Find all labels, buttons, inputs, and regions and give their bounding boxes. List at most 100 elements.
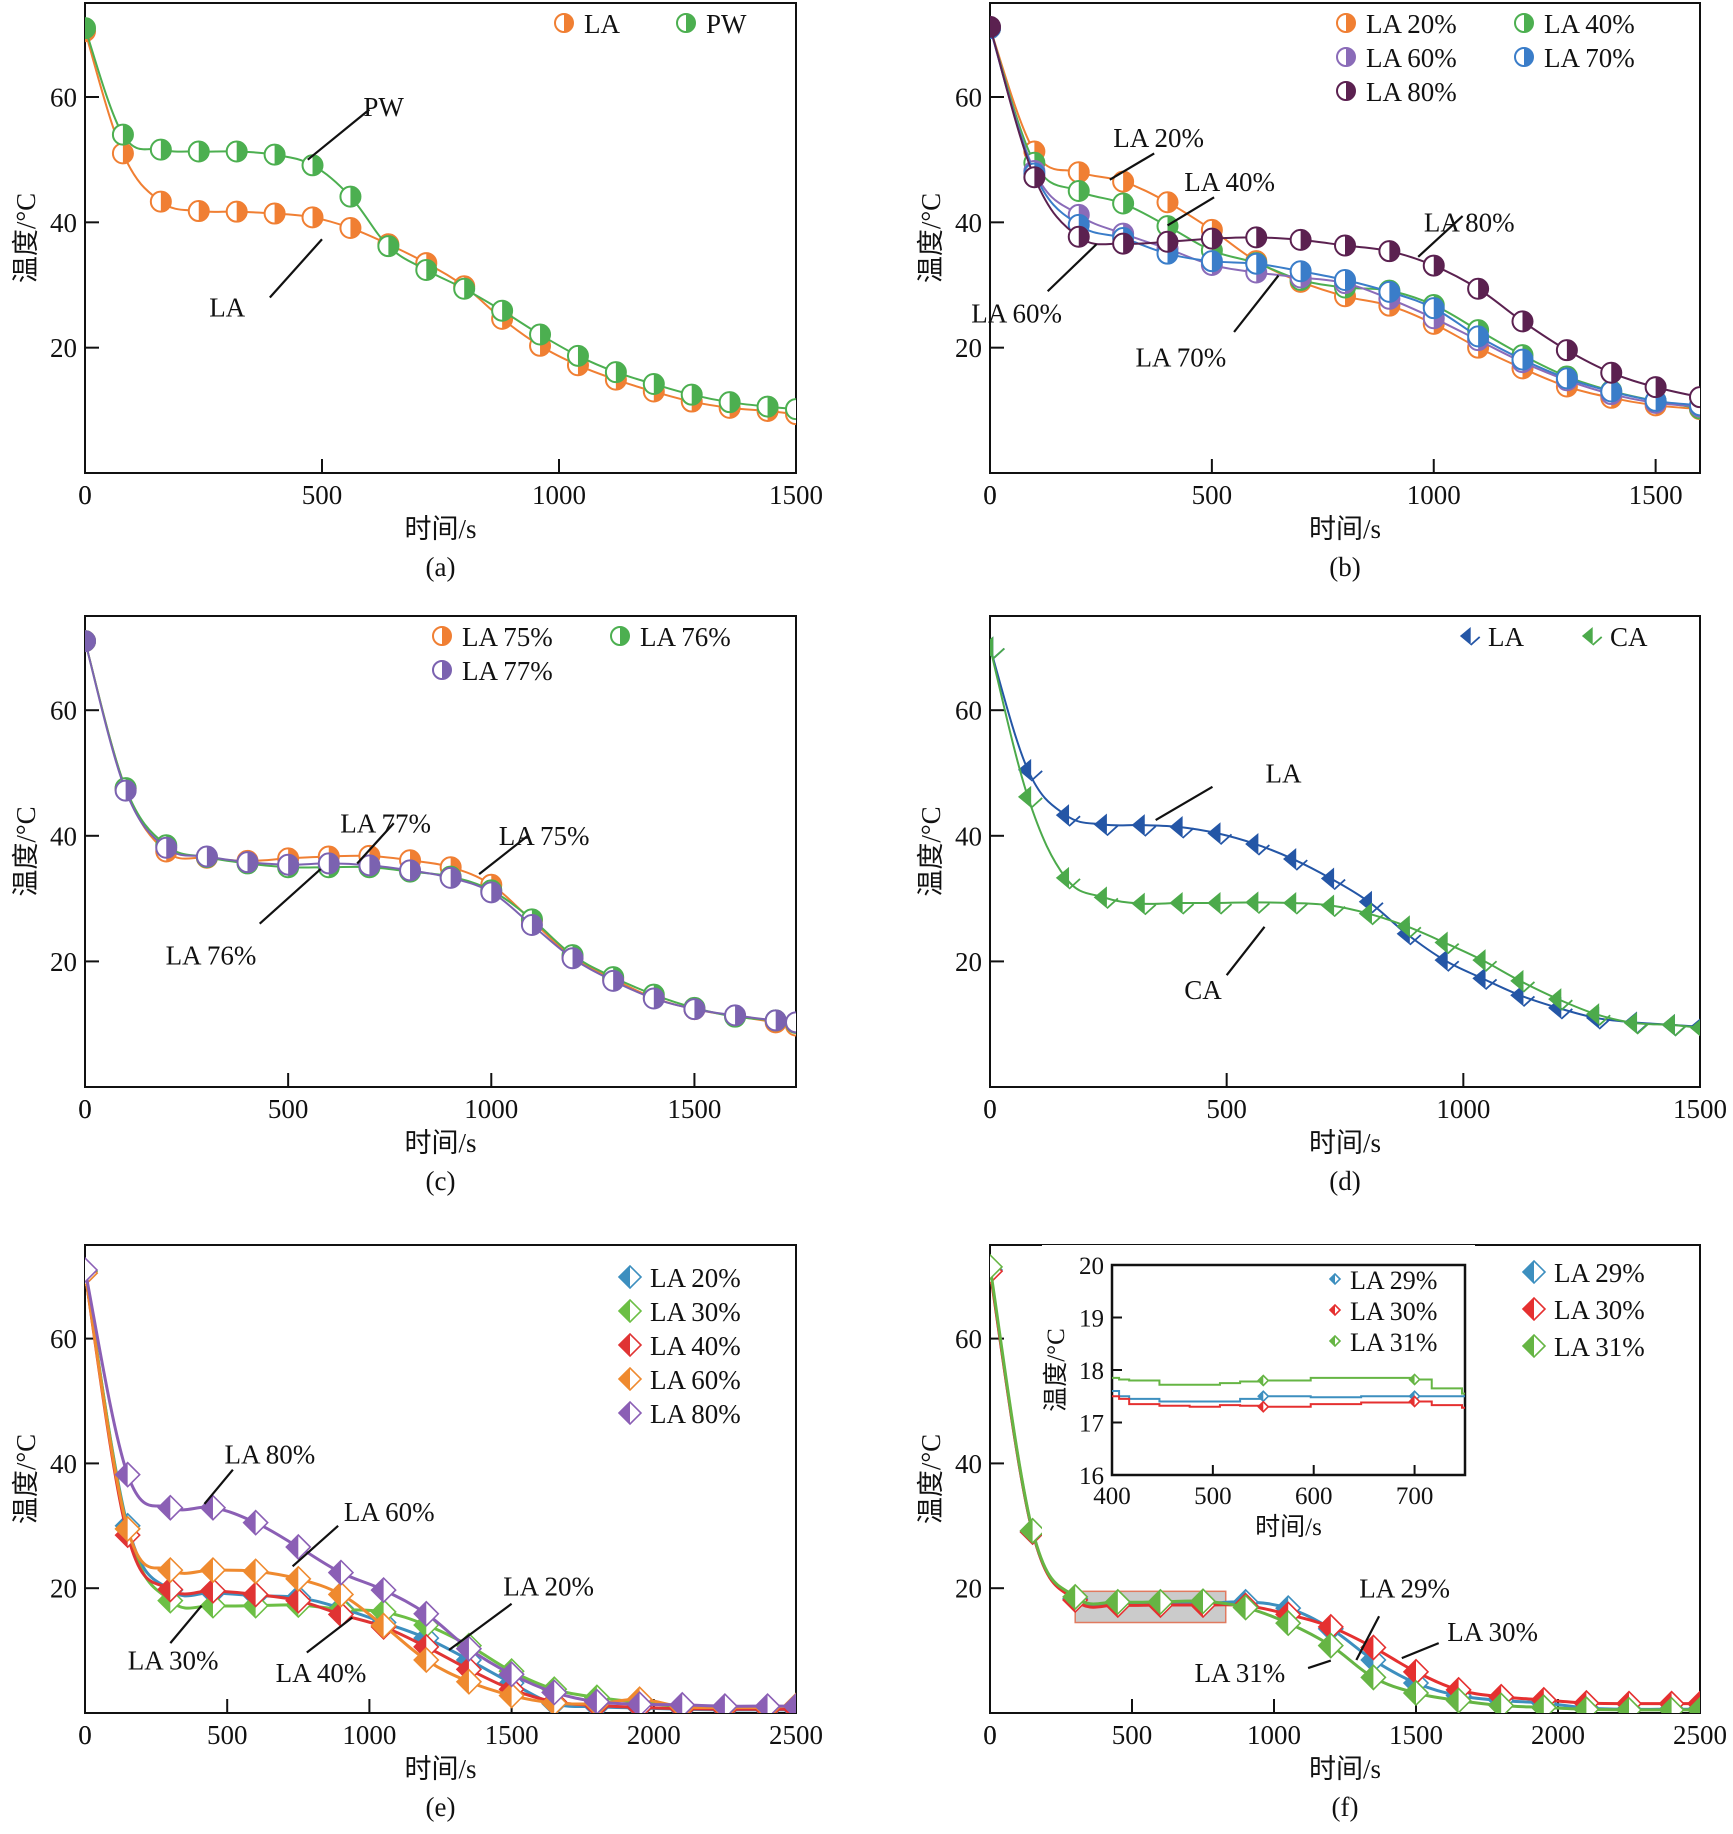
data-point bbox=[149, 190, 172, 213]
data-point bbox=[1600, 361, 1623, 384]
x-tick-label: 500 bbox=[268, 1094, 309, 1124]
marker-triangle bbox=[1661, 1013, 1675, 1036]
data-point bbox=[236, 851, 259, 874]
marker-half-fill bbox=[414, 1647, 427, 1672]
x-tick-label: 0 bbox=[983, 1720, 997, 1750]
marker-half-fill bbox=[615, 362, 626, 383]
marker-tail bbox=[1560, 1008, 1573, 1020]
marker-half-fill bbox=[1659, 1697, 1672, 1713]
marker-half-fill bbox=[1078, 162, 1089, 183]
marker-circle bbox=[1689, 386, 1700, 409]
data-point bbox=[1023, 166, 1046, 189]
data-point bbox=[85, 17, 96, 40]
leader-line bbox=[1155, 785, 1214, 822]
marker-half-fill bbox=[499, 1662, 512, 1687]
annotation: LA 80% bbox=[1417, 208, 1515, 258]
x-tick-label: 2000 bbox=[627, 1720, 681, 1750]
data-point bbox=[754, 1693, 781, 1713]
marker-triangle bbox=[1548, 988, 1562, 1011]
series-pw bbox=[85, 17, 796, 421]
marker-tail bbox=[1674, 1025, 1687, 1037]
marker-half-fill bbox=[1300, 261, 1311, 282]
marker-tail bbox=[1636, 1023, 1649, 1035]
legend-marker-icon bbox=[617, 1298, 643, 1324]
marker-half-fill bbox=[784, 1694, 796, 1713]
marker-half-fill bbox=[502, 300, 513, 321]
marker-tail bbox=[1371, 914, 1384, 926]
marker-half-fill bbox=[796, 404, 806, 424]
marker-triangle bbox=[1169, 891, 1183, 914]
legend-label: LA bbox=[1488, 622, 1524, 652]
marker-half-fill bbox=[371, 1613, 384, 1638]
marker-half-fill bbox=[1034, 167, 1045, 188]
inset-legend-item: LA 31% bbox=[1328, 1328, 1437, 1357]
data-point bbox=[1472, 949, 1498, 972]
marker-half-fill bbox=[1566, 368, 1577, 389]
marker-triangle bbox=[1358, 902, 1372, 925]
marker-half-fill bbox=[620, 627, 629, 645]
inset-legend: LA 29%LA 30%LA 31% bbox=[1328, 1266, 1437, 1357]
data-point bbox=[1510, 984, 1536, 1007]
x-tick-label: 1000 bbox=[342, 1720, 396, 1750]
legend-item: LA 20% bbox=[617, 1263, 741, 1293]
annotation: PW bbox=[307, 92, 404, 161]
data-point bbox=[782, 1693, 796, 1713]
data-point bbox=[263, 143, 286, 166]
marker-half-fill bbox=[247, 852, 258, 873]
marker-tail bbox=[1592, 636, 1603, 646]
marker-triangle bbox=[1093, 813, 1107, 836]
marker-half-fill bbox=[686, 14, 695, 32]
marker-triangle bbox=[1055, 866, 1070, 889]
legend-label: PW bbox=[706, 9, 747, 39]
legend-item: LA 40% bbox=[1514, 9, 1635, 39]
marker-half-fill bbox=[1258, 1401, 1264, 1412]
data-point bbox=[415, 258, 438, 281]
legend-marker-icon bbox=[554, 13, 574, 33]
annotation-label: LA 80% bbox=[224, 1439, 315, 1469]
data-point bbox=[1093, 886, 1119, 910]
marker-half-fill bbox=[200, 1558, 213, 1583]
data-point bbox=[990, 1253, 1004, 1280]
marker-half-fill bbox=[1611, 381, 1622, 402]
leader-line bbox=[1417, 215, 1464, 258]
data-point bbox=[1358, 902, 1384, 926]
marker-tail bbox=[1030, 770, 1043, 782]
marker-half-fill bbox=[236, 201, 247, 222]
marker-circle bbox=[785, 398, 796, 421]
legend-label: LA 31% bbox=[1554, 1332, 1645, 1362]
marker-triangle bbox=[1283, 891, 1297, 914]
annotation: LA 75% bbox=[478, 821, 589, 875]
data-point bbox=[1573, 1696, 1600, 1713]
data-point bbox=[1658, 1696, 1685, 1713]
marker-half-fill bbox=[1524, 48, 1533, 66]
plot-area bbox=[85, 17, 806, 426]
marker-half-fill bbox=[122, 124, 133, 145]
x-tick-label: 2000 bbox=[1531, 1720, 1585, 1750]
data-point bbox=[1555, 339, 1578, 362]
marker-half-fill bbox=[1361, 1635, 1374, 1660]
data-point bbox=[583, 1688, 611, 1713]
data-point bbox=[1283, 891, 1308, 915]
marker-half-fill bbox=[328, 1560, 341, 1585]
marker-half-fill bbox=[456, 1636, 469, 1661]
data-point bbox=[339, 185, 362, 208]
y-tick-label: 60 bbox=[955, 696, 982, 726]
data-point bbox=[1644, 376, 1667, 399]
marker-triangle bbox=[1472, 967, 1486, 990]
legend-item: LA 80% bbox=[617, 1399, 741, 1429]
marker-triangle bbox=[990, 636, 994, 659]
marker-tail bbox=[1560, 999, 1573, 1011]
marker-half-fill bbox=[796, 1012, 806, 1032]
inset-background bbox=[1042, 1245, 1475, 1555]
data-point bbox=[1207, 822, 1233, 845]
marker-half-fill bbox=[1211, 228, 1222, 249]
leader-line bbox=[258, 868, 322, 925]
marker-half-fill bbox=[978, 1259, 990, 1283]
marker-triangle bbox=[1169, 816, 1183, 839]
legend-item: CA bbox=[1581, 622, 1648, 652]
marker-half-fill bbox=[755, 1694, 768, 1713]
marker-tail bbox=[1484, 960, 1498, 972]
marker-tail bbox=[1522, 981, 1536, 993]
marker-half-fill bbox=[491, 882, 502, 903]
marker-half-fill bbox=[499, 1683, 512, 1708]
